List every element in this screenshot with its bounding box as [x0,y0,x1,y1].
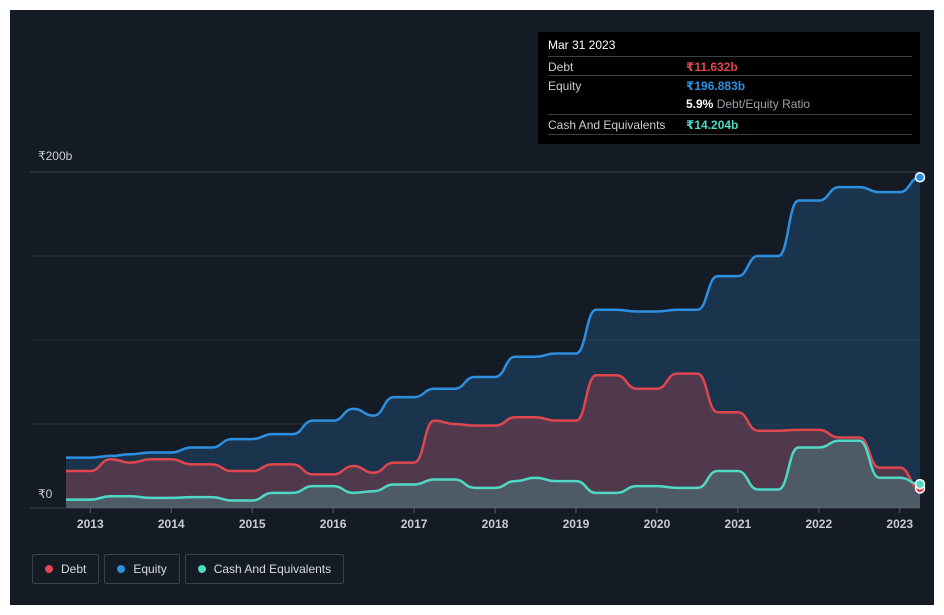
x-tick-label-2014: 2014 [158,517,185,531]
area-cash-and-equivalents [66,440,920,508]
tooltip-equity-row: Equity ₹196.883b [548,75,912,95]
tooltip-debt-row: Debt ₹11.632b [548,56,912,76]
legend: Debt Equity Cash And Equivalents [32,554,345,584]
x-tick-label-2020: 2020 [644,517,671,531]
x-tick-label-2023: 2023 [886,517,913,531]
legend-dot-cash [197,565,206,573]
tooltip-cash-value: ₹14.204b [686,118,739,132]
y-min-label: ₹0 [38,487,53,501]
series-endpoints [914,171,926,494]
tooltip-equity-value: ₹196.883b [686,79,746,93]
legend-label-cash: Cash And Equivalents [213,562,332,576]
debt-equity-chart: 2013 2014 2015 2016 2017 2018 2019 2020 2021 2022… [30,149,926,531]
tooltip-ratio: 5.9% Debt/Equity Ratio [686,97,810,111]
tooltip-ratio-label: Debt/Equity Ratio [716,97,811,111]
tooltip-box: Mar 31 2023 Debt ₹11.632b Equity ₹196.88… [538,32,920,144]
legend-dot-equity [117,565,126,573]
x-tick-label-2015: 2015 [239,517,266,531]
tooltip-equity-label: Equity [548,79,582,93]
tooltip-cash-label: Cash And Equivalents [548,118,666,132]
series-lines [65,175,921,502]
line-cash-and-equivalents [66,439,921,502]
x-tick-label-2018: 2018 [482,517,509,531]
x-tick-label-2021: 2021 [725,517,752,531]
x-tick-label-2017: 2017 [401,517,428,531]
endpoint-cash-and-equivalents[interactable] [914,478,926,490]
legend-dot-debt [45,565,53,573]
legend-item-debt[interactable]: Debt [32,554,100,584]
line-equity [65,175,921,459]
tooltip-cash-row: Cash And Equivalents ₹14.204b [548,114,912,135]
x-tick-label-2022: 2022 [805,517,832,531]
x-axis: 2013 2014 2015 2016 2017 2018 2019 2020 2021 2022… [77,508,913,531]
x-tick-label-2016: 2016 [320,517,347,531]
area-equity [66,177,920,508]
chart-panel: 2013 2014 2015 2016 2017 2018 2019 2020 2021 2022… [10,10,934,605]
tooltip-ratio-value: 5.9% [686,97,714,111]
legend-label-equity: Equity [133,562,167,576]
tooltip-debt-label: Debt [548,60,574,74]
legend-label-debt: Debt [61,562,87,576]
x-tick-label-2019: 2019 [563,517,590,531]
line-debt [66,372,921,490]
tooltip-debt-value: ₹11.632b [686,60,738,74]
tooltip-date: Mar 31 2023 [548,38,616,52]
legend-item-equity[interactable]: Equity [104,554,180,584]
area-debt [66,373,920,508]
y-max-label: ₹200b [38,149,73,163]
x-tick-label-2013: 2013 [77,517,104,531]
endpoint-equity[interactable] [914,171,926,183]
series-areas [66,177,920,508]
legend-item-cash[interactable]: Cash And Equivalents [184,554,345,584]
